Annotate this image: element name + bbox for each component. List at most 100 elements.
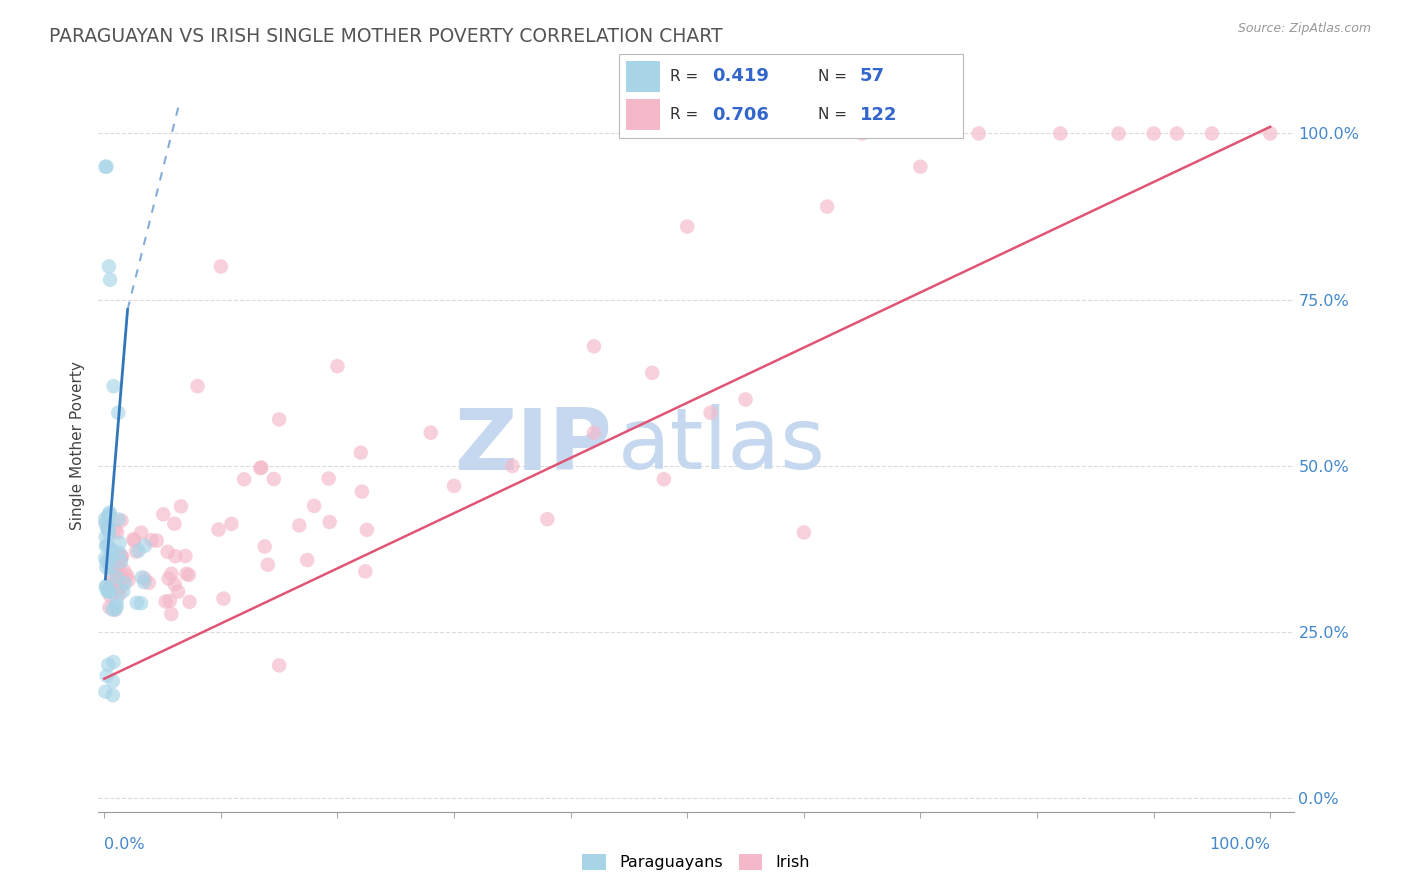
Point <box>103 562 125 576</box>
Point <box>269 658 291 673</box>
Point <box>98 527 121 541</box>
Point <box>207 523 229 537</box>
Point <box>110 550 132 565</box>
Point <box>641 366 664 380</box>
Point <box>354 564 377 578</box>
Point <box>318 515 340 529</box>
Point <box>97 260 120 274</box>
Point <box>350 484 373 499</box>
Text: N =: N = <box>818 69 852 84</box>
Point <box>98 273 121 287</box>
Point <box>110 580 132 594</box>
Point <box>699 406 721 420</box>
Point <box>105 570 128 584</box>
Point <box>536 512 558 526</box>
Point <box>295 553 318 567</box>
Point <box>582 425 605 440</box>
Point <box>97 522 120 536</box>
Point <box>443 479 465 493</box>
Point <box>125 596 148 610</box>
Point <box>145 533 167 548</box>
Text: 100.0%: 100.0% <box>1209 838 1270 853</box>
Point <box>98 561 121 575</box>
Point <box>97 509 120 524</box>
Point <box>96 584 118 599</box>
Point <box>94 551 117 566</box>
Point <box>101 581 124 595</box>
Point <box>97 582 120 596</box>
Text: 0.706: 0.706 <box>711 105 769 123</box>
Point <box>97 522 120 536</box>
Point <box>108 536 131 550</box>
Point <box>1166 127 1188 141</box>
Point <box>253 540 276 554</box>
Point <box>212 591 235 606</box>
Point <box>104 602 127 616</box>
Point <box>96 521 118 535</box>
Point <box>501 458 523 473</box>
Point <box>1258 127 1281 141</box>
Point <box>108 587 131 601</box>
Point <box>110 514 132 528</box>
Point <box>122 532 145 546</box>
Point <box>97 516 120 530</box>
Point <box>96 579 118 593</box>
Point <box>851 127 873 141</box>
Bar <box>626 99 659 130</box>
Point <box>108 560 131 574</box>
Point <box>98 600 121 615</box>
Point <box>176 566 198 581</box>
Point <box>100 543 122 558</box>
Text: Source: ZipAtlas.com: Source: ZipAtlas.com <box>1237 22 1371 36</box>
Text: 57: 57 <box>860 68 884 86</box>
Point <box>910 160 932 174</box>
Point <box>249 461 271 475</box>
Point <box>94 684 117 698</box>
Point <box>134 575 156 590</box>
Point <box>110 569 132 583</box>
Point <box>94 516 117 530</box>
Point <box>156 545 179 559</box>
Point <box>96 160 118 174</box>
Point <box>96 560 118 574</box>
Point <box>112 564 135 578</box>
Text: R =: R = <box>671 69 703 84</box>
Point <box>97 657 120 672</box>
Point <box>105 599 128 613</box>
Point <box>107 406 129 420</box>
Point <box>98 551 121 566</box>
Point <box>419 425 441 440</box>
Point <box>326 359 349 374</box>
Point <box>97 552 120 566</box>
Point <box>967 127 990 141</box>
Point <box>104 523 127 537</box>
Point <box>177 568 200 582</box>
Point <box>122 533 145 548</box>
Point <box>114 576 136 591</box>
Point <box>815 200 838 214</box>
Point <box>134 539 156 553</box>
Point <box>221 516 243 531</box>
Point <box>174 549 197 563</box>
Text: ZIP: ZIP <box>454 404 613 488</box>
Point <box>110 555 132 569</box>
Point <box>163 577 186 591</box>
Point <box>141 533 163 548</box>
Point <box>125 544 148 558</box>
Point <box>94 512 117 526</box>
Point <box>97 538 120 552</box>
Point <box>111 549 134 564</box>
Point <box>110 569 132 583</box>
Point <box>118 573 141 587</box>
Point <box>1108 127 1130 141</box>
Point <box>129 596 152 610</box>
Text: 122: 122 <box>860 105 897 123</box>
Text: N =: N = <box>818 107 852 122</box>
Point <box>100 575 122 590</box>
Point <box>97 584 120 599</box>
Point <box>108 546 131 560</box>
Point <box>155 594 177 608</box>
Point <box>101 688 124 702</box>
Point <box>100 589 122 603</box>
Point <box>115 568 138 582</box>
